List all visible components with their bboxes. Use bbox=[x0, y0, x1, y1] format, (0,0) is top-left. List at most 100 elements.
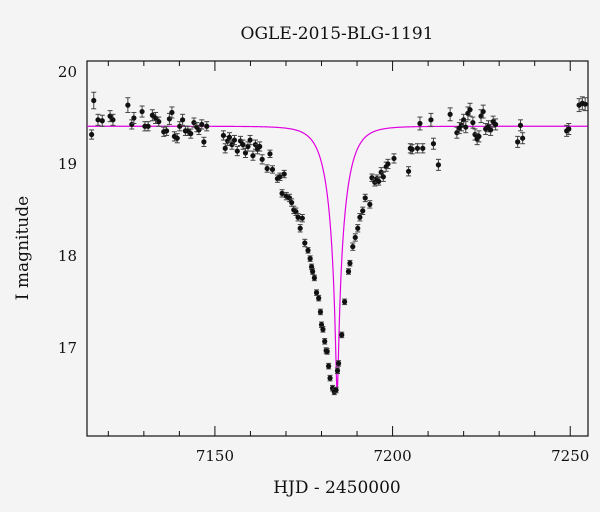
data-marker bbox=[204, 123, 210, 129]
data-point bbox=[174, 133, 180, 144]
data-point bbox=[245, 141, 251, 152]
data-point bbox=[428, 112, 434, 127]
data-point bbox=[307, 255, 313, 262]
data-point bbox=[409, 144, 415, 155]
data-point bbox=[89, 129, 95, 140]
data-point bbox=[311, 274, 318, 282]
data-marker bbox=[345, 268, 352, 275]
data-marker bbox=[352, 234, 358, 241]
data-point bbox=[110, 113, 116, 126]
data-point bbox=[264, 164, 270, 173]
data-point bbox=[320, 326, 326, 333]
data-point bbox=[339, 331, 345, 339]
data-marker bbox=[110, 117, 116, 123]
data-point bbox=[310, 268, 316, 275]
data-marker bbox=[279, 190, 285, 196]
data-marker bbox=[376, 178, 382, 185]
data-marker bbox=[515, 139, 521, 145]
data-marker bbox=[307, 256, 313, 262]
data-point bbox=[99, 114, 105, 127]
data-point bbox=[488, 123, 494, 136]
data-point bbox=[582, 97, 588, 112]
y-axis-label: I magnitude bbox=[13, 196, 33, 300]
data-point bbox=[355, 224, 361, 233]
y-tick-label: 18 bbox=[58, 247, 77, 265]
data-marker bbox=[199, 121, 205, 128]
data-marker bbox=[247, 137, 253, 143]
data-point bbox=[305, 247, 311, 254]
data-point bbox=[447, 107, 453, 122]
data-marker bbox=[269, 166, 276, 173]
data-marker bbox=[322, 338, 328, 344]
data-point bbox=[163, 125, 170, 136]
data-marker bbox=[313, 290, 320, 296]
data-point bbox=[326, 362, 332, 370]
data-marker bbox=[355, 225, 361, 231]
data-marker bbox=[318, 322, 325, 328]
data-marker bbox=[582, 101, 588, 107]
data-point bbox=[297, 224, 303, 233]
data-point bbox=[476, 130, 482, 143]
data-marker bbox=[299, 215, 305, 221]
data-marker bbox=[357, 214, 363, 220]
data-point bbox=[179, 113, 186, 126]
data-point bbox=[145, 121, 151, 132]
data-point bbox=[385, 158, 391, 170]
data-point bbox=[430, 137, 437, 150]
data-point bbox=[234, 145, 240, 157]
data-marker bbox=[367, 201, 373, 207]
data-point bbox=[335, 360, 342, 367]
data-point bbox=[414, 143, 421, 154]
data-point bbox=[295, 213, 301, 222]
data-marker bbox=[89, 131, 95, 138]
data-point bbox=[308, 263, 315, 271]
data-point bbox=[279, 189, 285, 198]
data-point bbox=[333, 386, 339, 394]
data-marker bbox=[139, 108, 145, 115]
data-point bbox=[317, 308, 324, 316]
data-point bbox=[334, 367, 341, 374]
data-point bbox=[95, 113, 101, 126]
data-marker bbox=[316, 295, 322, 301]
data-marker bbox=[125, 102, 131, 108]
x-tick-label: 7150 bbox=[196, 447, 234, 465]
data-marker bbox=[385, 161, 391, 167]
data-point bbox=[417, 116, 423, 131]
data-point bbox=[362, 193, 368, 203]
data-marker bbox=[250, 153, 256, 159]
data-point bbox=[376, 177, 382, 186]
axis-ticks bbox=[107, 61, 571, 436]
data-point bbox=[281, 169, 287, 179]
data-marker bbox=[308, 264, 315, 270]
chart-title: OGLE-2015-BLG-1191 bbox=[241, 24, 434, 44]
data-marker bbox=[163, 128, 170, 134]
data-marker bbox=[362, 195, 368, 201]
data-point bbox=[566, 123, 572, 136]
data-marker bbox=[369, 175, 375, 181]
data-marker bbox=[131, 115, 137, 121]
data-point bbox=[125, 97, 131, 113]
data-marker bbox=[99, 118, 105, 124]
data-marker bbox=[461, 117, 467, 123]
data-point bbox=[247, 134, 253, 146]
data-marker bbox=[234, 148, 240, 154]
data-point bbox=[517, 119, 524, 132]
data-marker bbox=[264, 165, 270, 172]
data-point bbox=[149, 109, 155, 122]
x-tick-label: 7200 bbox=[373, 447, 411, 465]
data-marker bbox=[231, 137, 238, 143]
data-marker bbox=[334, 368, 341, 374]
data-point bbox=[367, 200, 373, 209]
data-marker bbox=[179, 117, 186, 123]
data-marker bbox=[566, 126, 572, 132]
data-marker bbox=[454, 130, 460, 136]
data-marker bbox=[467, 107, 473, 113]
x-axis-label: HJD - 2450000 bbox=[273, 478, 401, 498]
data-marker bbox=[409, 146, 415, 152]
data-point bbox=[188, 128, 194, 139]
data-marker bbox=[478, 113, 484, 119]
x-tick-label: 7250 bbox=[551, 447, 589, 465]
data-point bbox=[467, 102, 473, 117]
data-marker bbox=[220, 132, 227, 139]
